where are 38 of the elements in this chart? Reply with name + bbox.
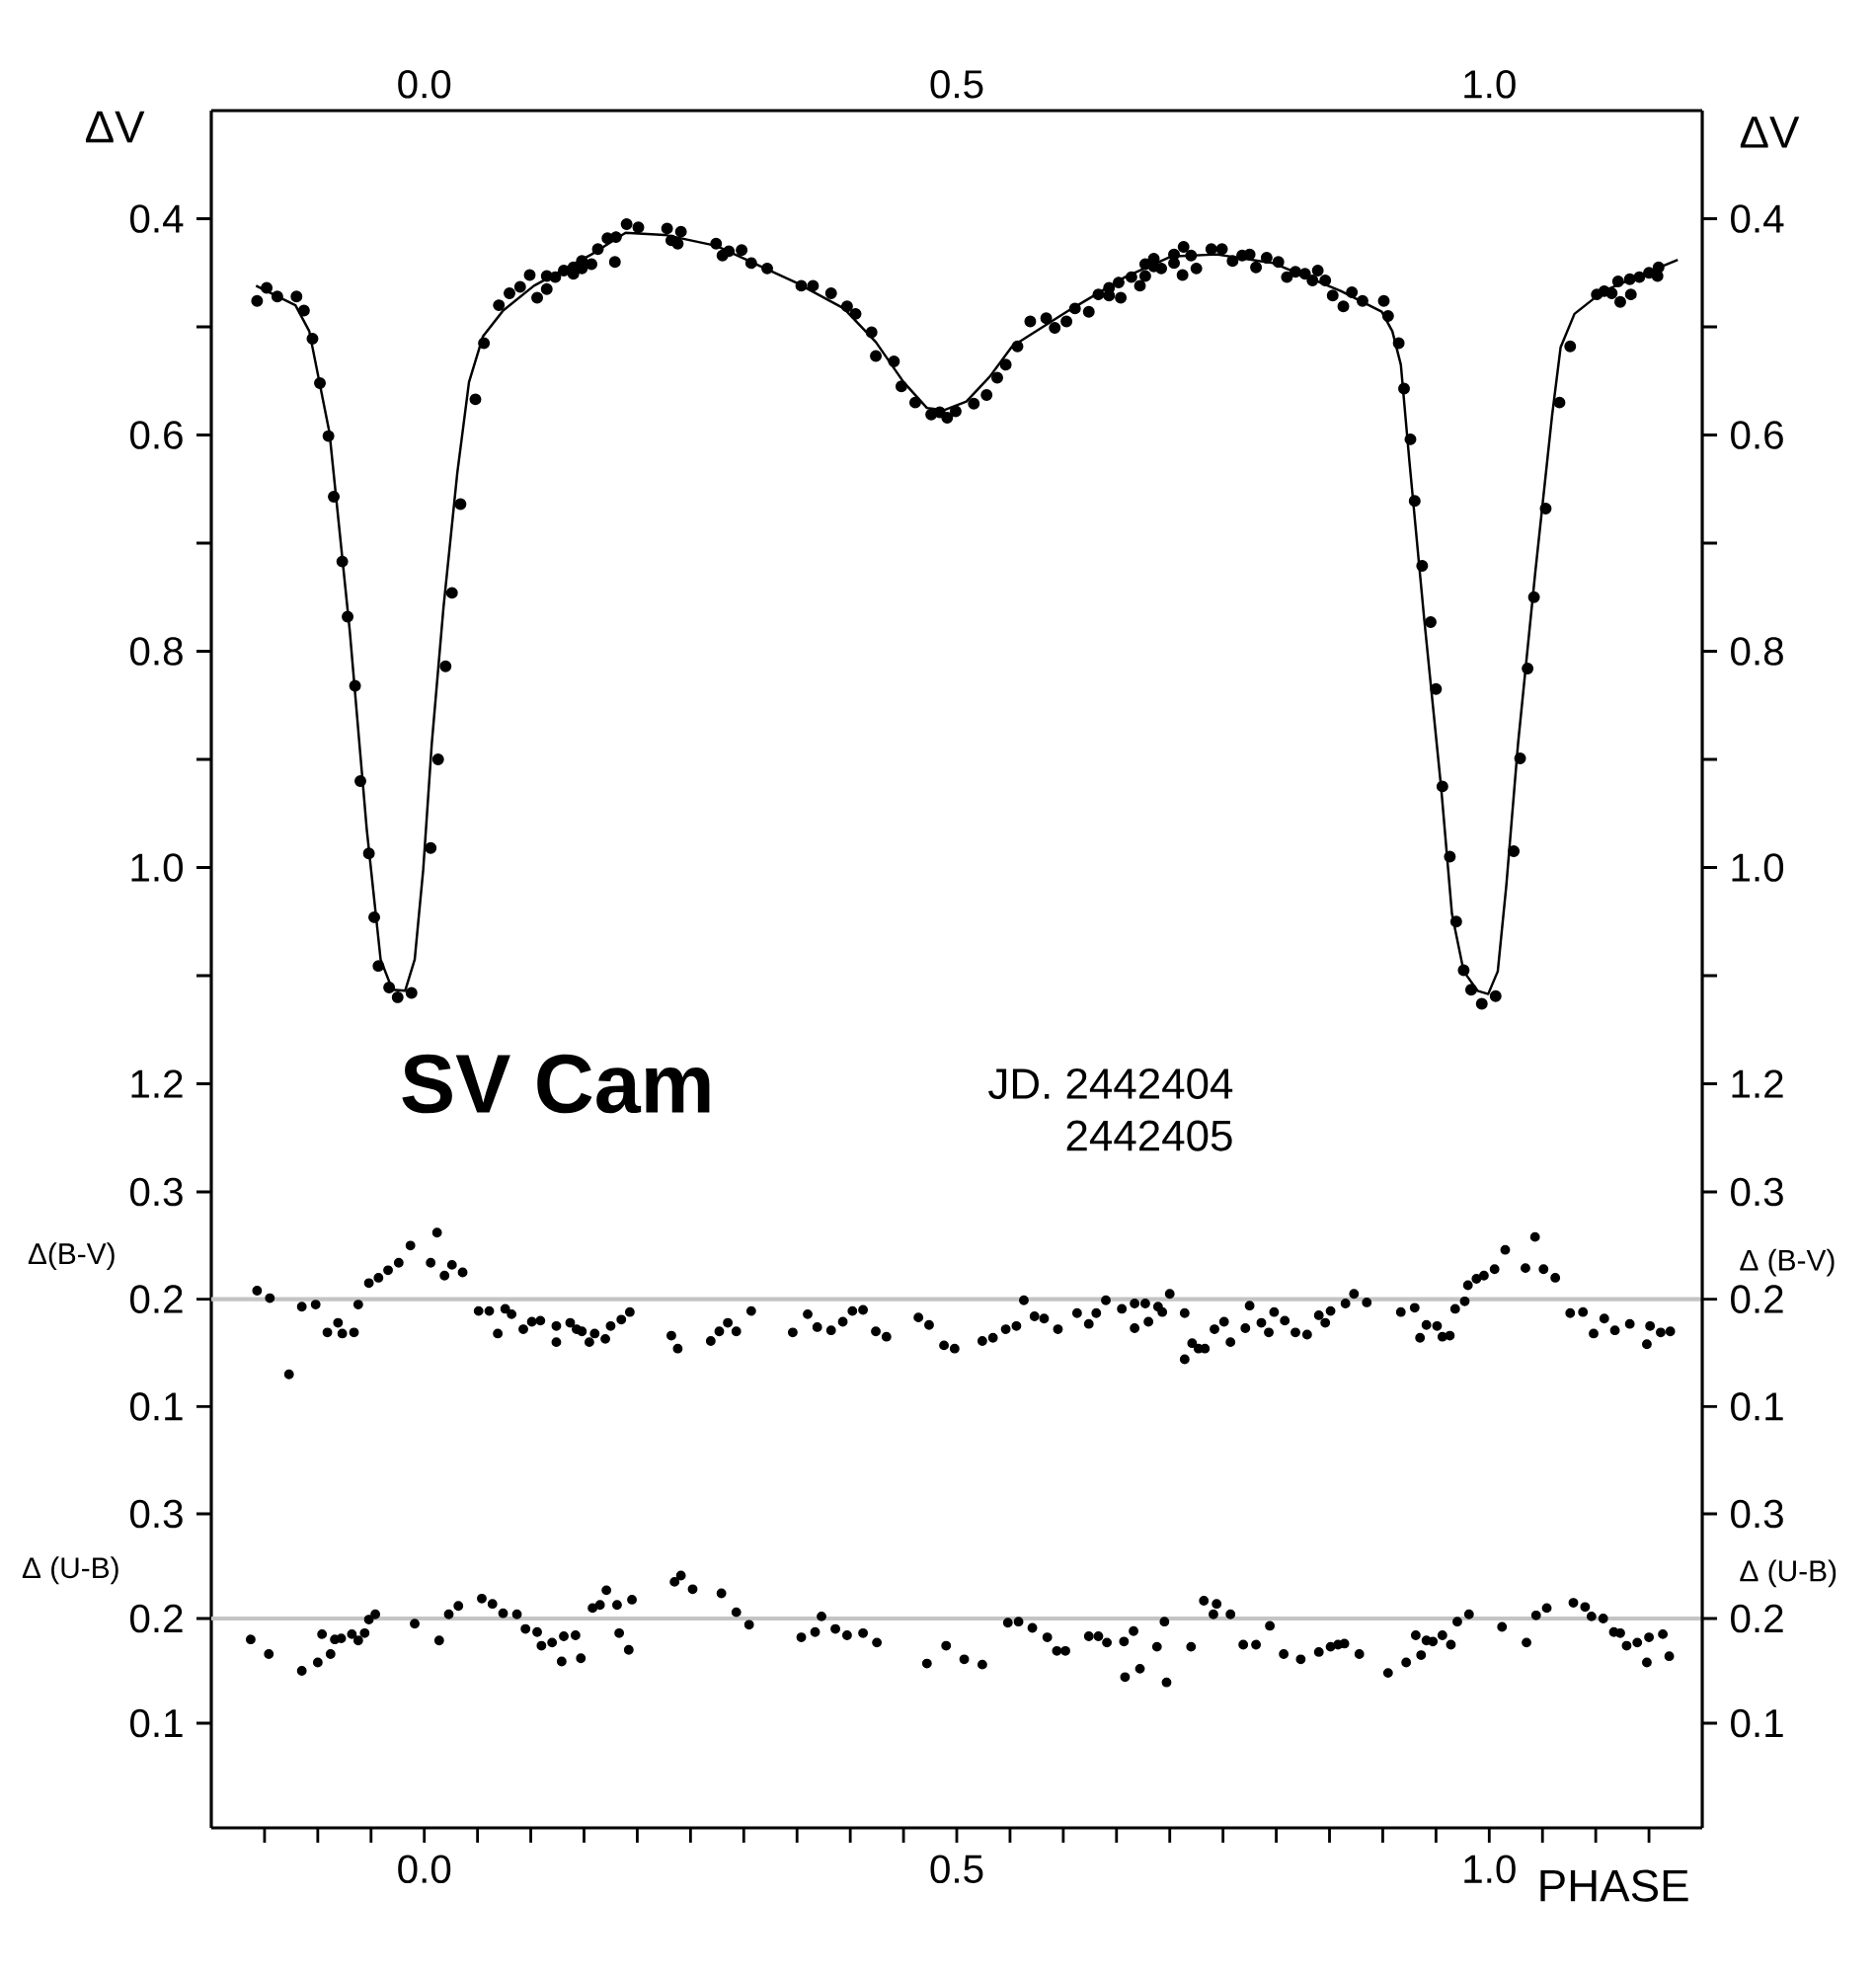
y2-tick-label: 0.2 xyxy=(1731,1285,1783,1313)
annotation: SV Cam xyxy=(402,1054,710,1114)
x-tick-label: 0.5 xyxy=(930,1855,983,1884)
annotation: JD. 2442404 xyxy=(988,1067,1233,1100)
y-tick-label: 0.8 xyxy=(130,637,183,666)
y-axis-title: Δ (U-B) xyxy=(22,1556,118,1585)
y2-tick-label: 0.3 xyxy=(1731,1499,1783,1529)
y2-tick-label: 0.8 xyxy=(1731,637,1783,666)
x2-tick-label: 0.5 xyxy=(930,69,983,99)
y-tick-label: 0.6 xyxy=(130,421,183,449)
y-tick-label: 1.0 xyxy=(131,853,183,882)
y2-tick-label: 0.2 xyxy=(1731,1604,1783,1633)
y-tick-label: 0.2 xyxy=(130,1285,183,1313)
y-axis-title: Δ(B-V) xyxy=(28,1242,115,1271)
y2-axis-title: Δ (B-V) xyxy=(1740,1248,1835,1277)
x-axis-title: PHASE xyxy=(1540,1869,1688,1902)
x-tick-label: 1.0 xyxy=(1464,1855,1516,1884)
y2-tick-label: 0.4 xyxy=(1731,204,1784,233)
y-tick-label: 1.2 xyxy=(131,1069,183,1098)
y2-axis-title: ΔV xyxy=(1740,117,1800,148)
y-tick-label: 0.3 xyxy=(130,1499,183,1529)
y-tick-label: 0.3 xyxy=(130,1177,183,1207)
y2-tick-label: 0.1 xyxy=(1731,1392,1783,1421)
y2-tick-label: 1.2 xyxy=(1732,1069,1783,1098)
x2-tick-label: 1.0 xyxy=(1464,69,1516,99)
y2-axis-title: Δ (U-B) xyxy=(1740,1559,1837,1588)
y2-tick-label: 1.0 xyxy=(1732,853,1784,882)
x-tick-label: 0.0 xyxy=(398,1855,451,1884)
y2-tick-label: 0.6 xyxy=(1731,421,1783,449)
y-tick-label: 0.4 xyxy=(130,204,184,233)
annotation: 2442405 xyxy=(1066,1120,1232,1151)
x2-tick-label: 0.0 xyxy=(398,69,451,99)
y-tick-label: 0.2 xyxy=(130,1604,183,1633)
y2-tick-label: 0.1 xyxy=(1731,1708,1783,1738)
y-tick-label: 0.1 xyxy=(130,1392,183,1421)
y2-tick-label: 0.3 xyxy=(1731,1177,1783,1207)
y-axis-title: ΔV xyxy=(85,111,145,143)
y-tick-label: 0.1 xyxy=(130,1708,183,1738)
